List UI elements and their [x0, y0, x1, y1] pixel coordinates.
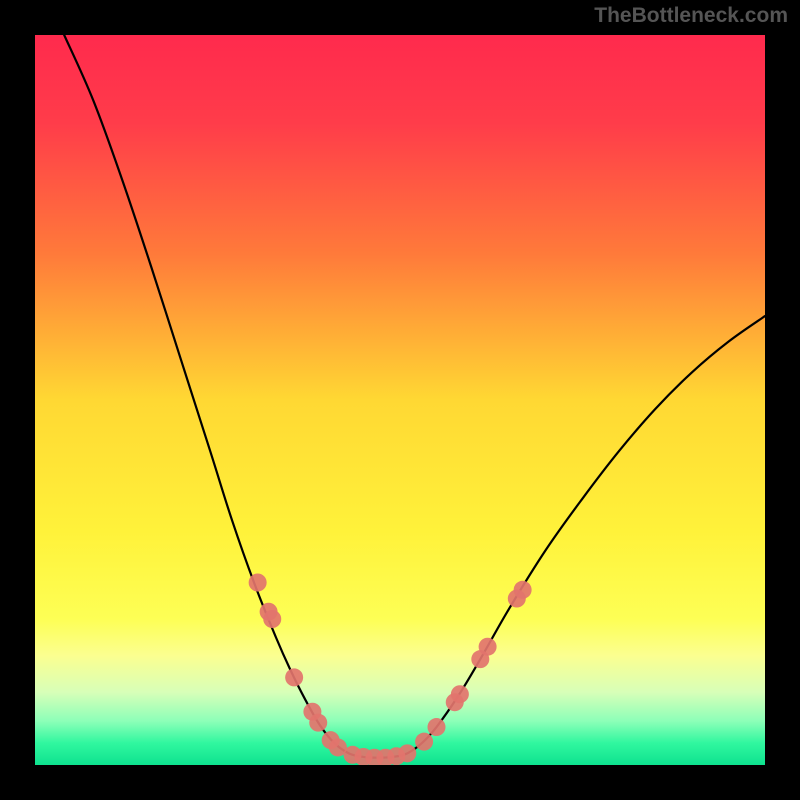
data-marker [398, 744, 416, 762]
data-marker [263, 610, 281, 628]
data-marker [285, 668, 303, 686]
chart-frame: TheBottleneck.com [0, 0, 800, 800]
watermark-text: TheBottleneck.com [594, 4, 788, 28]
marker-group [249, 574, 532, 766]
data-marker [514, 581, 532, 599]
data-marker [249, 574, 267, 592]
data-marker [451, 685, 469, 703]
bottleneck-curve-chart [35, 35, 765, 765]
data-marker [415, 733, 433, 751]
data-marker [309, 714, 327, 732]
data-marker [479, 638, 497, 656]
curve-line [64, 35, 765, 758]
plot-area [35, 35, 765, 765]
data-marker [428, 718, 446, 736]
